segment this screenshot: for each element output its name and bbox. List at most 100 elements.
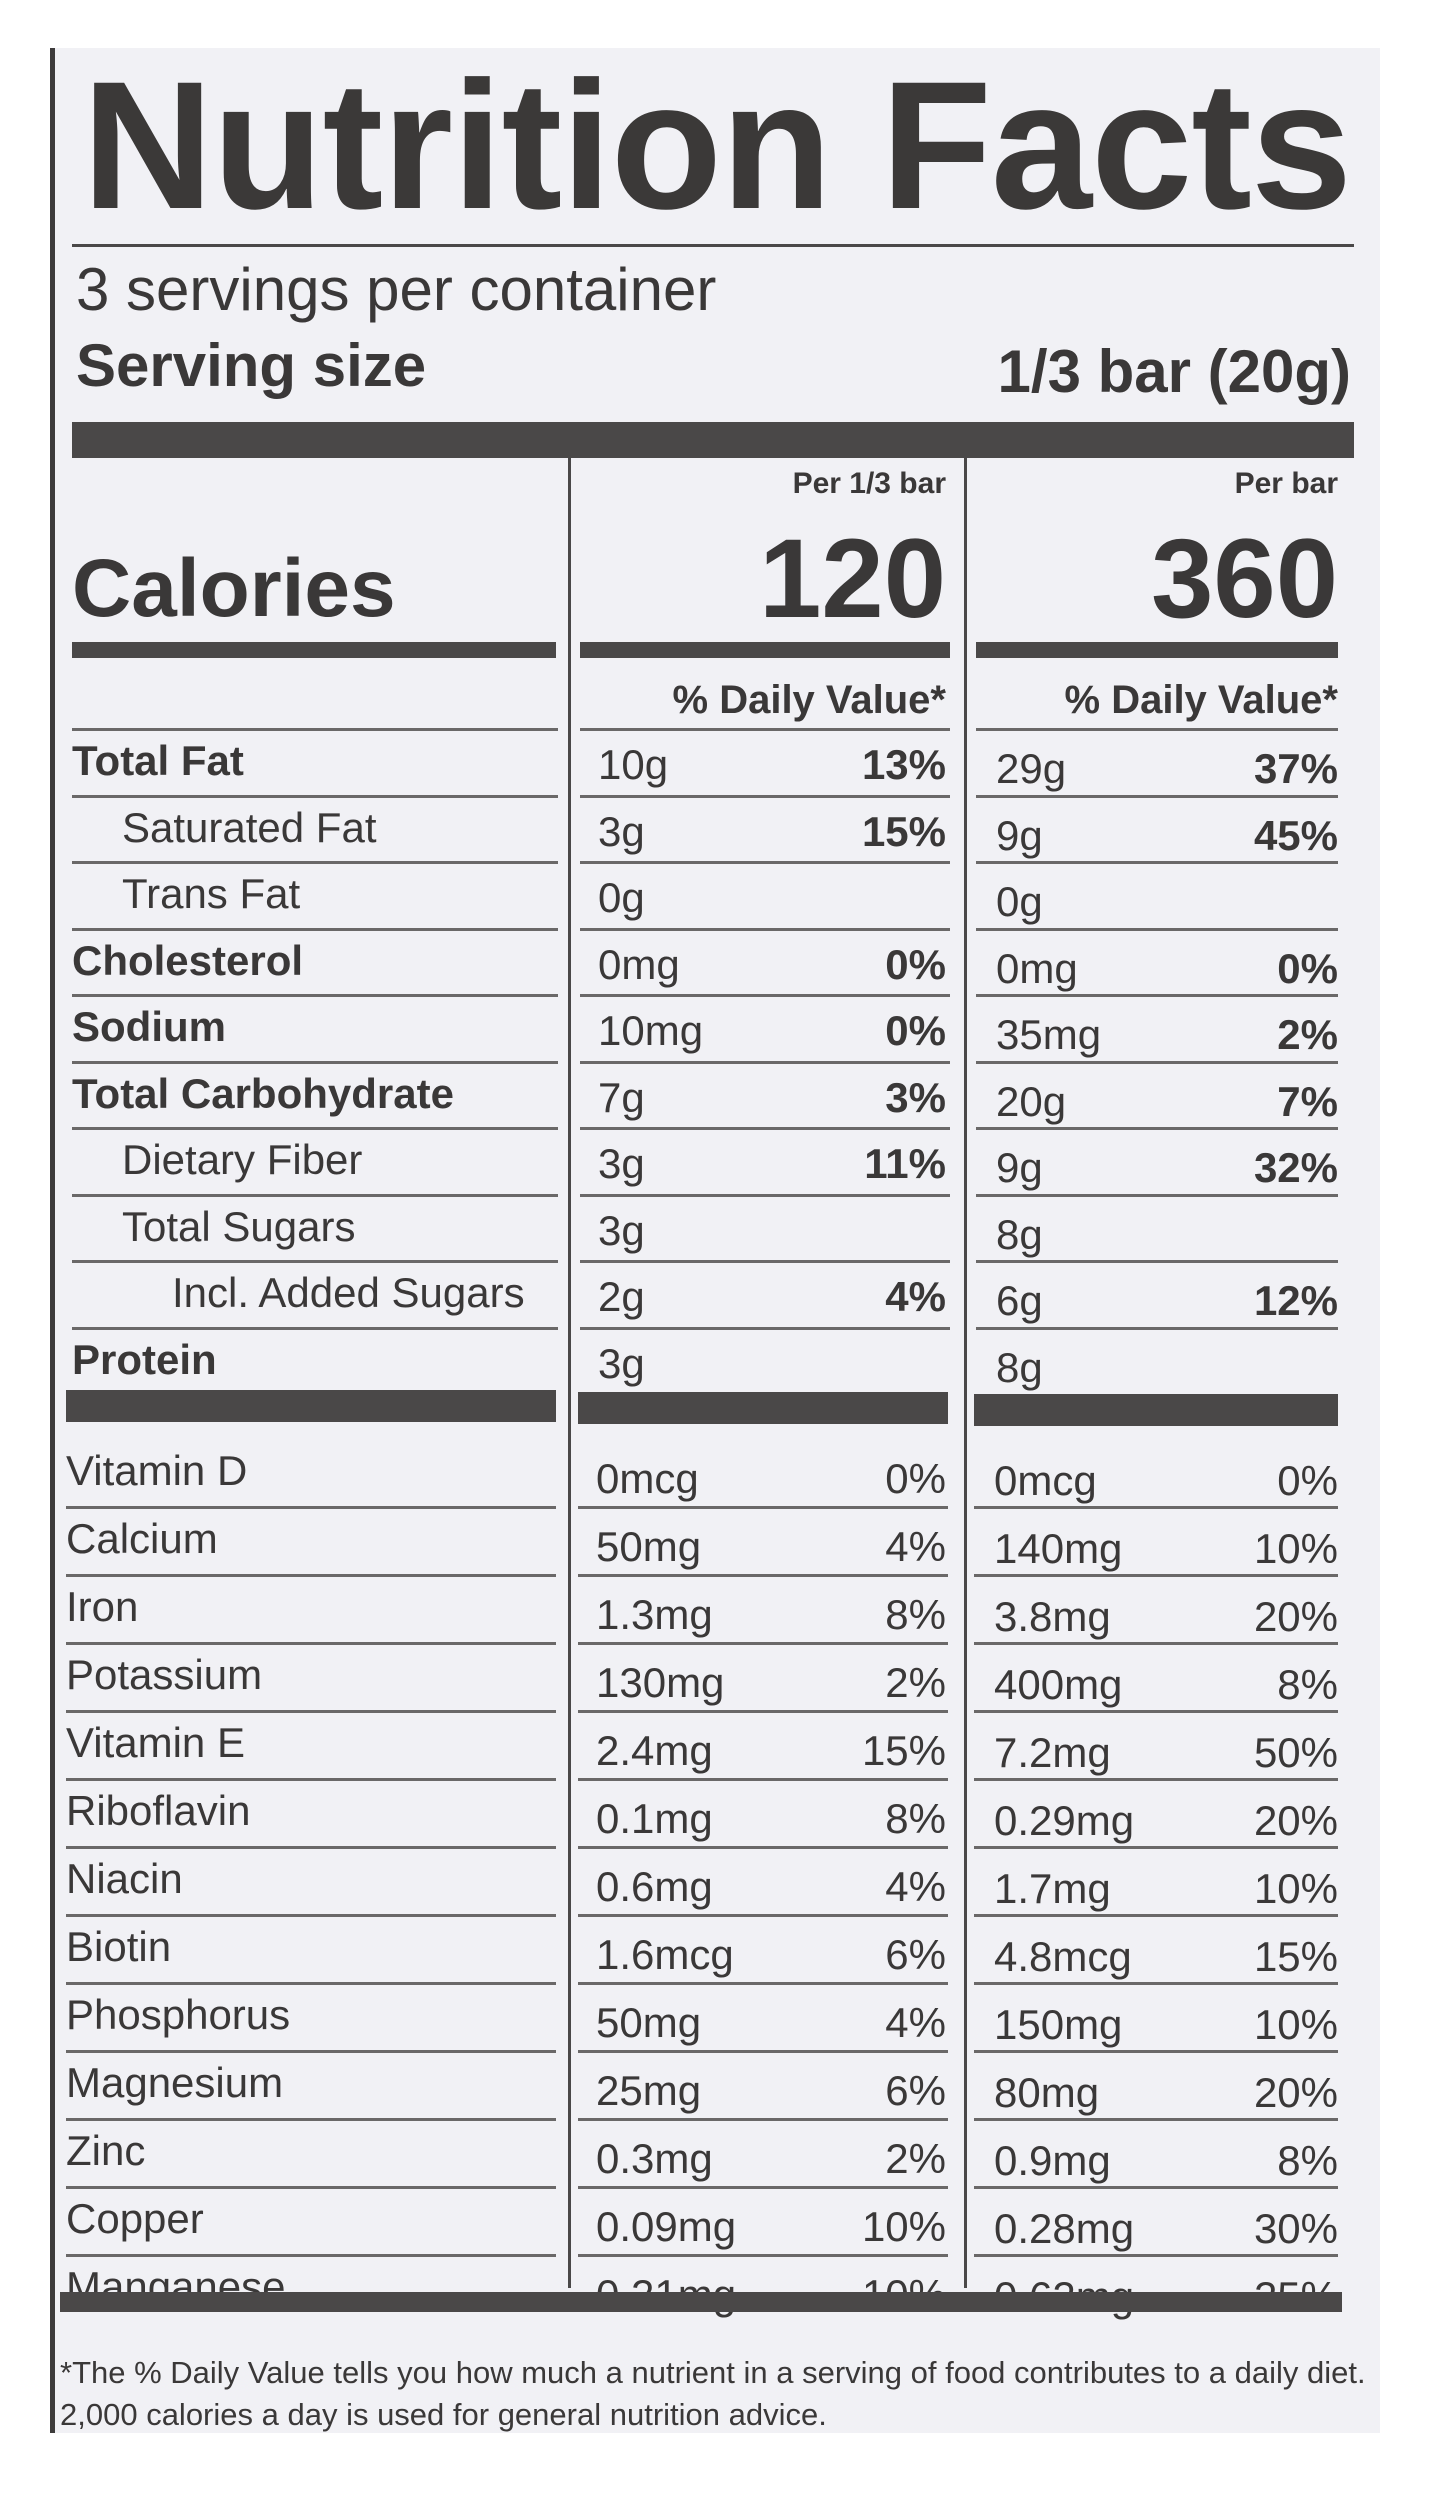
- calories-rule-2: [580, 642, 950, 658]
- micronutrient-dv-serving: 8%: [885, 1591, 946, 1638]
- micronutrient-dv-serving: 15%: [861, 1727, 946, 1774]
- row-separator: [974, 2118, 1338, 2121]
- row-separator: [580, 1060, 950, 1064]
- row-separator: [976, 1193, 1338, 1197]
- nutrient-amount-serving: 0mg: [598, 940, 680, 988]
- micronutrient-name: Potassium: [66, 1651, 263, 1698]
- micronutrient-name: Niacin: [66, 1855, 183, 1902]
- servings-per-container: 3 servings per container: [76, 256, 717, 323]
- row-separator: [578, 1574, 948, 1577]
- nutrient-dv-bar: 45%: [1253, 811, 1338, 859]
- nutrient-amount-bar: 8g: [996, 1210, 1043, 1258]
- nutrient-amount-bar: 0mg: [996, 944, 1078, 992]
- micronutrient-name: Calcium: [66, 1515, 218, 1562]
- micronutrient-amount-serving: 1.6mcg: [596, 1931, 734, 1978]
- row-separator: [66, 1846, 556, 1849]
- micronutrient-dv-bar: 50%: [1253, 1729, 1338, 1776]
- nutrient-dv-serving: 15%: [861, 807, 946, 855]
- nutrient-amount-bar: 20g: [996, 1077, 1067, 1125]
- micronutrient-name: Iron: [66, 1583, 139, 1630]
- column-2-header: Per bar: [1234, 467, 1338, 500]
- micronutrient-amount-serving: 0mcg: [596, 1455, 699, 1502]
- micronutrient-dv-bar: 0%: [1277, 1457, 1338, 1504]
- micronutrient-amount-bar: 1.7mg: [994, 1865, 1111, 1912]
- row-separator: [580, 794, 950, 798]
- nutrient-dv-bar: 0%: [1277, 944, 1338, 992]
- row-separator: [72, 861, 558, 864]
- row-separator: [976, 1326, 1338, 1330]
- nutrient-amount-bar: 8g: [996, 1343, 1043, 1391]
- row-separator: [976, 1127, 1338, 1130]
- nutrient-amount-bar: 29g: [996, 745, 1067, 792]
- micronutrient-dv-bar: 20%: [1253, 1593, 1338, 1640]
- row-separator: [974, 1710, 1338, 1713]
- micronutrient-amount-bar: 140mg: [994, 1525, 1123, 1572]
- calories-rule-3: [976, 642, 1338, 658]
- nutrient-dv-serving: 13%: [861, 741, 946, 788]
- row-separator: [976, 927, 1338, 931]
- row-separator: [578, 1914, 948, 1917]
- row-separator: [66, 1914, 556, 1917]
- micronutrient-dv-serving: 0%: [885, 1455, 946, 1502]
- row-separator: [72, 994, 558, 997]
- nutrient-amount-serving: 2g: [598, 1273, 645, 1320]
- thick-rule-mid-1: [66, 1390, 556, 1422]
- nutrient-amount-serving: 10mg: [598, 1007, 704, 1054]
- micronutrient-dv-bar: 8%: [1277, 2137, 1338, 2184]
- row-separator: [578, 1506, 948, 1509]
- micronutrient-dv-bar: 20%: [1253, 2069, 1338, 2116]
- micronutrient-dv-bar: 30%: [1253, 2205, 1338, 2252]
- row-separator: [578, 2050, 948, 2053]
- nutrient-name: Total Fat: [72, 737, 244, 784]
- micronutrient-dv-serving: 10%: [861, 2203, 946, 2250]
- row-separator: [66, 2186, 556, 2189]
- row-separator: [578, 2118, 948, 2121]
- nutrient-dv-serving: 4%: [885, 1273, 946, 1320]
- nutrient-amount-serving: 3g: [598, 1339, 645, 1387]
- thick-rule-mid-3: [974, 1394, 1338, 1426]
- row-separator: [578, 2186, 948, 2189]
- row-separator: [66, 1778, 556, 1781]
- micronutrient-amount-bar: 400mg: [994, 1661, 1123, 1708]
- serving-size-label: Serving size: [76, 332, 427, 399]
- nutrient-amount-bar: 35mg: [996, 1011, 1102, 1058]
- micronutrient-amount-serving: 2.4mg: [596, 1727, 713, 1774]
- nutrient-amount-serving: 3g: [598, 1140, 645, 1187]
- thick-rule-mid-2: [578, 1392, 948, 1424]
- micronutrient-dv-serving: 4%: [885, 1523, 946, 1570]
- nutrient-name: Sodium: [72, 1003, 226, 1050]
- micronutrient-amount-serving: 0.09mg: [596, 2203, 737, 2250]
- micronutrient-dv-bar: 20%: [1253, 1797, 1338, 1844]
- row-separator: [66, 1506, 556, 1509]
- row-separator: [580, 1127, 950, 1130]
- column-divider-2: [964, 458, 967, 2288]
- nutrient-amount-serving: 7g: [598, 1073, 645, 1121]
- dv-header-2: % Daily Value*: [1064, 678, 1338, 722]
- column-divider-1: [568, 458, 571, 2288]
- row-separator: [580, 1326, 950, 1330]
- row-separator: [976, 994, 1338, 997]
- row-separator: [974, 2186, 1338, 2189]
- thick-rule-bottom: [60, 2292, 1342, 2312]
- row-separator: [974, 1846, 1338, 1849]
- micronutrient-amount-serving: 0.6mg: [596, 1863, 713, 1910]
- row-separator: [974, 1506, 1338, 1509]
- micronutrient-dv-bar: 10%: [1253, 1865, 1338, 1912]
- micronutrient-dv-serving: 6%: [885, 2067, 946, 2114]
- micronutrient-dv-bar: 8%: [1277, 1661, 1338, 1708]
- label-left-edge: [50, 48, 55, 2433]
- row-separator: [976, 861, 1338, 864]
- micronutrient-amount-bar: 80mg: [994, 2069, 1100, 2116]
- row-separator: [578, 1982, 948, 1985]
- row-separator: [580, 994, 950, 997]
- nutrient-name: Total Sugars: [122, 1202, 356, 1250]
- micronutrient-amount-bar: 150mg: [994, 2001, 1123, 2048]
- row-separator: [72, 1127, 558, 1130]
- row-separator: [66, 2254, 556, 2257]
- row-separator: [976, 728, 1338, 731]
- micronutrient-name: Phosphorus: [66, 1991, 291, 2038]
- nutrient-dv-bar: 12%: [1253, 1277, 1338, 1324]
- label-title: Nutrition Facts: [82, 43, 1352, 247]
- row-separator: [66, 1574, 556, 1577]
- micronutrient-amount-bar: 0.29mg: [994, 1797, 1135, 1844]
